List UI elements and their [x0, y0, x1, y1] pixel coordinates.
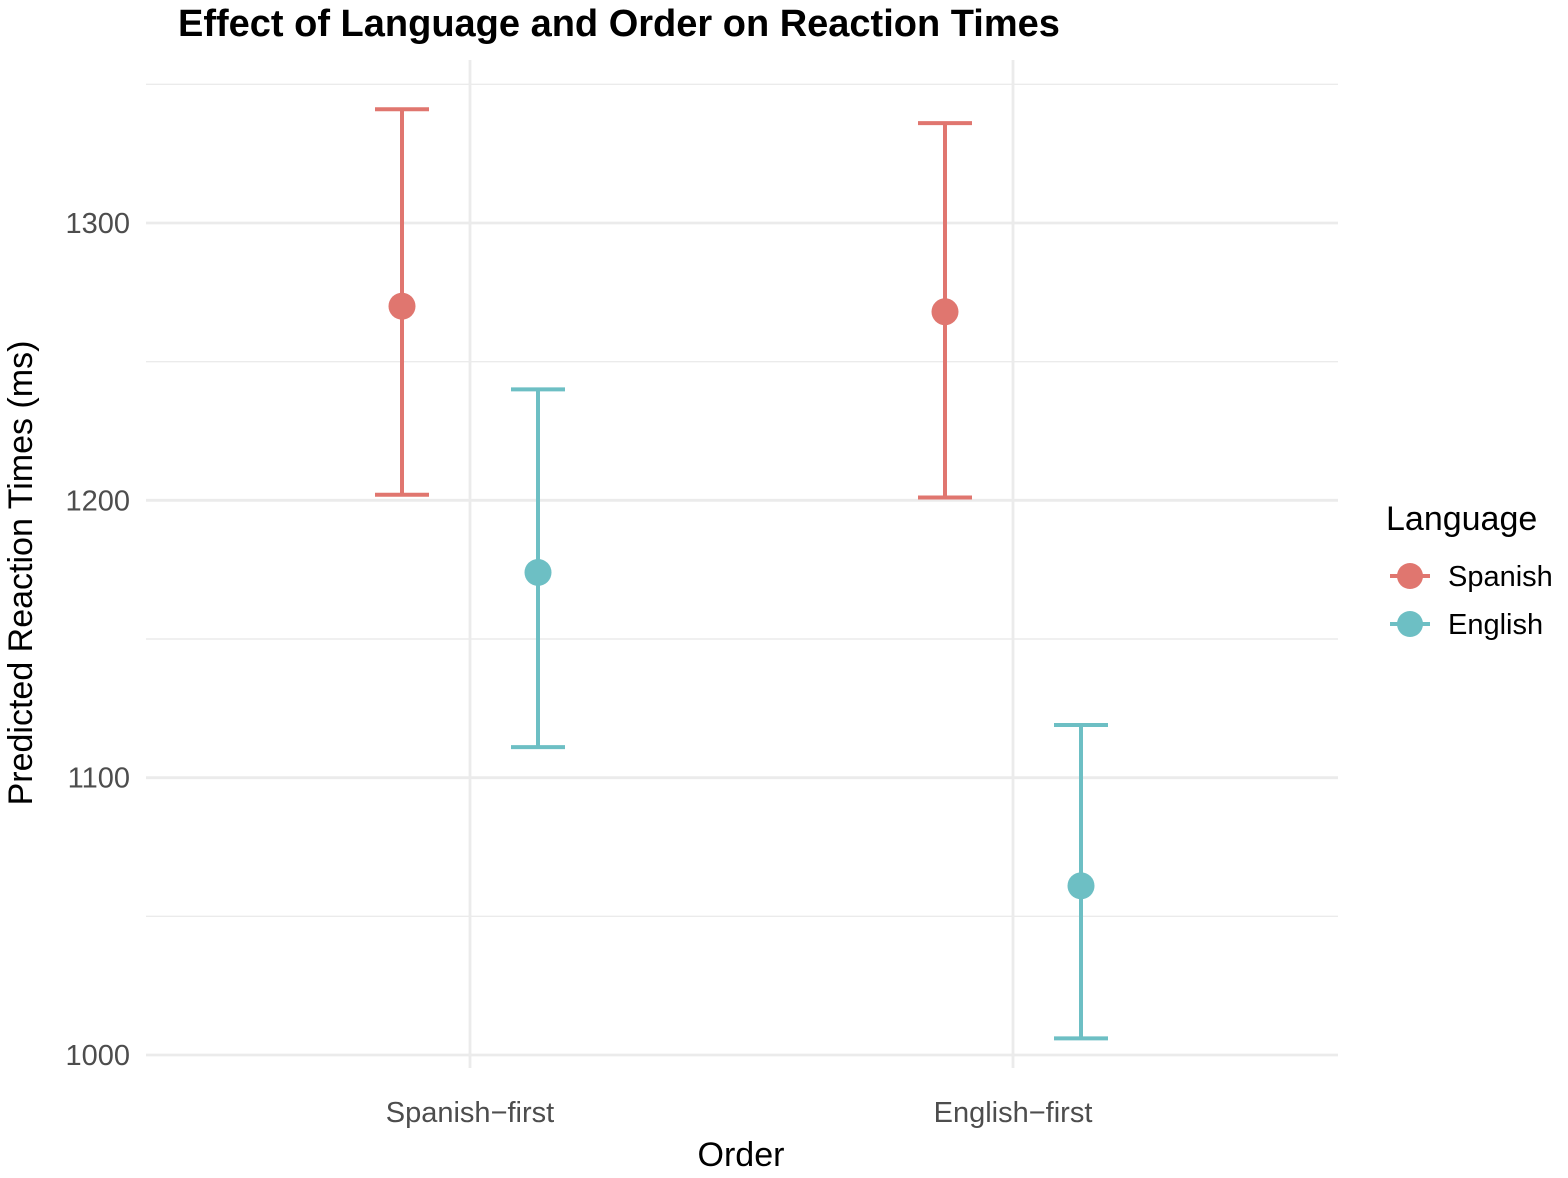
y-tick-label: 1000	[65, 1040, 130, 1072]
data-point	[931, 298, 959, 326]
tick-labels: 1000 1100 1200 1300 Spanish−first English−fir…	[65, 208, 1092, 1129]
x-tick-label: English−first	[934, 1097, 1093, 1129]
x-axis-title: Order	[698, 1136, 785, 1174]
data-point	[388, 292, 416, 320]
y-tick-label: 1300	[65, 208, 130, 240]
legend-title: Language	[1386, 500, 1537, 538]
legend-key-point	[1397, 563, 1423, 589]
legend-label: English	[1448, 609, 1543, 641]
legend-key-point	[1397, 611, 1423, 637]
chart-title: Effect of Language and Order on Reaction…	[178, 3, 1060, 45]
y-axis-title: Predicted Reaction Times (ms)	[2, 341, 40, 806]
data-marks	[375, 107, 1108, 1041]
data-point	[524, 558, 552, 586]
legend-label: Spanish	[1448, 561, 1553, 593]
legend: Language Spanish English	[1386, 500, 1553, 641]
grid	[146, 60, 1338, 1068]
y-tick-label: 1100	[68, 763, 130, 795]
data-point	[1067, 872, 1095, 900]
x-tick-label: Spanish−first	[386, 1097, 554, 1129]
y-tick-label: 1200	[65, 485, 130, 517]
